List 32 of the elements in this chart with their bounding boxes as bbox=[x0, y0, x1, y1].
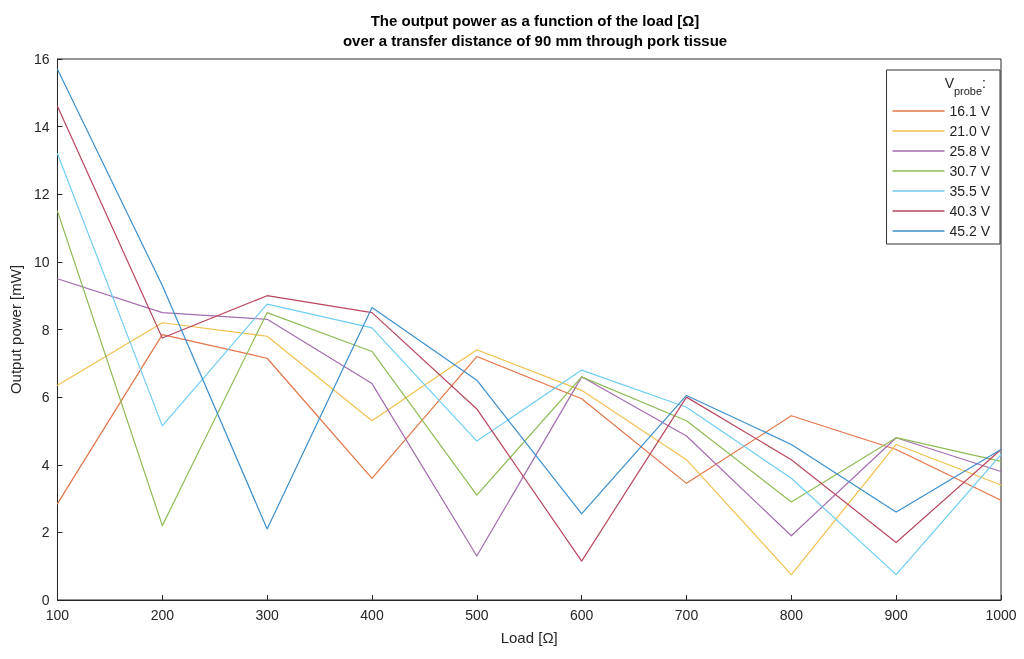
y-tick-label: 4 bbox=[41, 456, 50, 473]
x-tick-label: 200 bbox=[150, 607, 175, 623]
y-tick-label: 12 bbox=[33, 186, 50, 203]
x-tick-label: 600 bbox=[569, 607, 594, 623]
line-series bbox=[56, 278, 1002, 557]
line-series bbox=[56, 333, 1002, 505]
legend-label: 16.1 V bbox=[949, 103, 991, 119]
legend-label: 21.0 V bbox=[949, 123, 991, 139]
y-tick-label: 16 bbox=[33, 51, 50, 67]
legend-label: 40.3 V bbox=[949, 203, 991, 219]
y-tick-label: 8 bbox=[41, 321, 50, 338]
line-series bbox=[56, 322, 1002, 576]
x-tick-label: 100 bbox=[45, 607, 70, 623]
x-tick-label: 500 bbox=[465, 607, 489, 623]
chart-title: The output power as a function of the load [Ω] over a transfer distance of 90 mm through pork tissue bbox=[342, 11, 728, 49]
x-axis-title: Load [Ω] bbox=[500, 629, 558, 646]
x-tick-label: 400 bbox=[360, 607, 384, 623]
y-tick-label: 6 bbox=[41, 389, 50, 406]
legend-label: 25.8 V bbox=[949, 143, 991, 159]
y-tick-label: 14 bbox=[33, 118, 50, 135]
legend-label: 45.2 V bbox=[949, 223, 991, 239]
y-axis-title: Output power [mW] bbox=[7, 264, 24, 395]
y-tick-label: 2 bbox=[41, 524, 50, 541]
x-tick-label: 1000 bbox=[985, 607, 1017, 623]
y-tick-label: 10 bbox=[33, 253, 50, 270]
legend-label: 30.7 V bbox=[949, 163, 991, 179]
legend-label: 35.5 V bbox=[949, 183, 991, 199]
y-tick-label: 0 bbox=[41, 592, 50, 608]
x-tick-label: 800 bbox=[779, 607, 804, 623]
x-tick-label: 300 bbox=[255, 607, 280, 623]
x-tick-label: 700 bbox=[674, 607, 699, 623]
x-tick-label: 900 bbox=[884, 607, 909, 623]
